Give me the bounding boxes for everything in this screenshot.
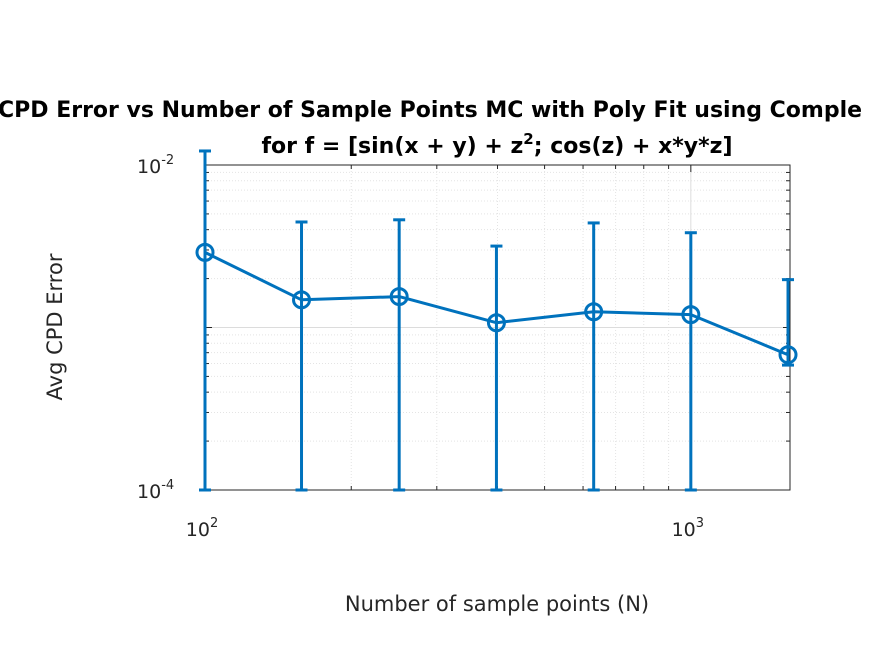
data-point [584, 302, 604, 322]
chart-title-superscript: 2 [523, 130, 533, 148]
y-tick-labels: 10-210-4 [137, 153, 174, 503]
y-tick-label: 10-4 [137, 478, 174, 503]
y-tick-label-exponent: -4 [161, 478, 174, 493]
x-tick-label-exponent: 2 [210, 516, 218, 531]
x-tick-label: 102 [186, 516, 218, 541]
x-tick-label-exponent: 3 [696, 516, 704, 531]
y-tick-label-base: 10 [137, 481, 161, 503]
x-tick-label: 103 [672, 516, 704, 541]
chart-title-line-1: CPD Error vs Number of Sample Points MC … [0, 98, 862, 123]
chart-title-line-2-text: for f = [sin(x + y) + z [261, 134, 523, 159]
series [195, 149, 798, 492]
data-point [681, 305, 701, 325]
data-point [778, 345, 798, 365]
data-point [292, 290, 312, 310]
y-tick-label-exponent: -2 [161, 153, 174, 168]
data-point [389, 287, 409, 307]
x-axis-label: Number of sample points (N) [345, 592, 649, 616]
data-point [195, 242, 215, 262]
y-axis-label: Avg CPD Error [43, 253, 67, 400]
x-tick-label-base: 10 [186, 519, 210, 541]
chart-title-line-2: for f = [sin(x + y) + z2; cos(z) + x*y*z… [261, 130, 732, 159]
y-tick-label: 10-2 [137, 153, 174, 178]
y-tick-label-base: 10 [137, 156, 161, 178]
x-tick-labels: 102 103 [186, 516, 704, 541]
chart-title-line-2-rest: ; cos(z) + x*y*z] [534, 134, 733, 159]
data-point [486, 313, 506, 333]
x-tick-label-base: 10 [672, 519, 696, 541]
